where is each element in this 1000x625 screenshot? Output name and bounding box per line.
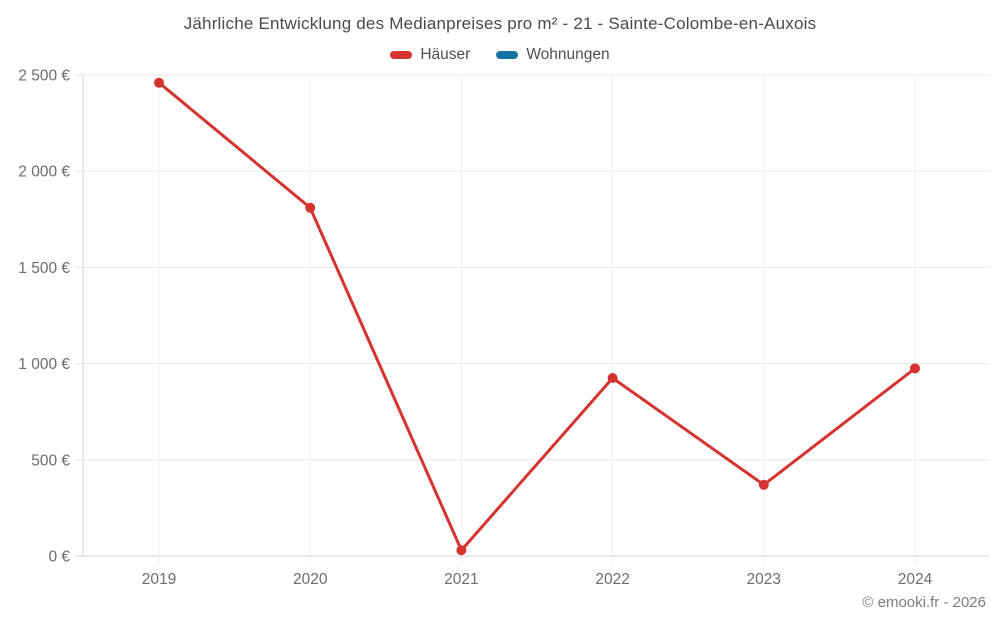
y-tick-label: 2 000 €	[18, 164, 70, 181]
x-tick-label: 2020	[293, 571, 328, 588]
x-tick-label: 2021	[444, 571, 478, 588]
legend-item-wohnungen[interactable]: Wohnungen	[496, 46, 610, 64]
y-tick-label: 2 500 €	[18, 68, 70, 85]
x-tick-label: 2024	[898, 571, 933, 588]
x-tick-label: 2022	[595, 571, 629, 588]
series-line-haeuser	[157, 81, 917, 552]
data-point-haeuser-2024[interactable]	[910, 363, 920, 374]
wohnungen-series-swatch	[496, 51, 519, 59]
copyright-footer: © emooki.fr - 2026	[862, 594, 986, 611]
data-point-haeuser-2020[interactable]	[305, 202, 316, 213]
legend-label-wohnungen: Wohnungen	[526, 46, 610, 63]
chart-legend: Häuser Wohnungen	[0, 46, 1000, 64]
legend-item-haeuser[interactable]: Häuser	[390, 46, 470, 64]
x-tick-label: 2019	[142, 571, 176, 588]
y-tick-label: 1 500 €	[18, 260, 70, 277]
y-tick-label: 500 €	[31, 452, 70, 469]
data-point-haeuser-2023[interactable]	[758, 479, 769, 490]
y-tick-label: 1 000 €	[18, 356, 70, 373]
data-point-haeuser-2022[interactable]	[607, 373, 618, 384]
data-point-haeuser-2019[interactable]	[154, 77, 164, 88]
x-tick-label: 2023	[747, 571, 781, 588]
haeuser-series-swatch	[390, 51, 413, 59]
data-point-haeuser-2021[interactable]	[456, 545, 467, 556]
chart-title: Jährliche Entwicklung des Medianpreises …	[183, 14, 817, 33]
legend-label-haeuser: Häuser	[420, 46, 471, 63]
y-tick-label: 0 €	[48, 549, 70, 566]
